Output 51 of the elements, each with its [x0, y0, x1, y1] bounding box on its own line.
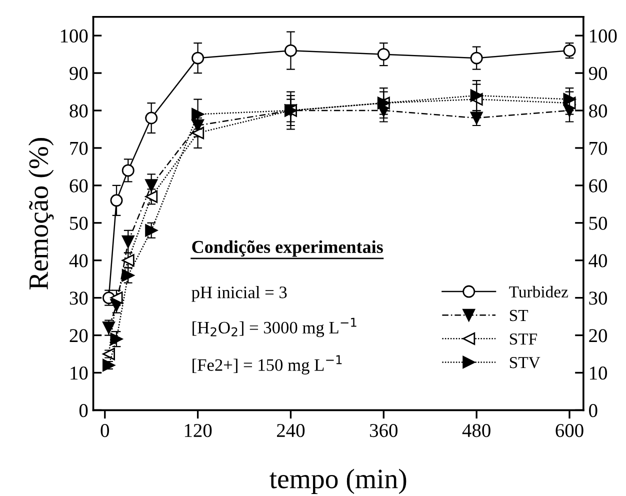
x-tick-label: 240 [277, 424, 305, 438]
annotation: [Fe2+] = 150 mg L$^{−1}$ [192, 355, 342, 374]
y2-tick-label: 90 [588, 66, 607, 80]
legend-label: Turbidez [509, 286, 568, 298]
y2-tick-label: 0 [589, 404, 598, 418]
point [122, 164, 134, 177]
point [470, 52, 483, 64]
y-axis-title: Remoção (%) [28, 138, 54, 290]
x-tick-label: 480 [462, 424, 490, 438]
y-tick-label: 20 [70, 329, 88, 342]
point [145, 112, 158, 124]
annotation: pH inicial = 3 [192, 286, 287, 302]
y2-tick-label: 100 [590, 29, 617, 43]
x-axis-title: tempo (min) [270, 468, 406, 494]
y2-tick-label: 50 [589, 216, 607, 230]
y2-tick-label: 70 [590, 142, 607, 155]
point [192, 126, 204, 140]
point [563, 93, 576, 106]
legend-label: STF [510, 333, 537, 345]
y-tick-label: 30 [70, 292, 88, 305]
legend-label: STV [510, 357, 540, 368]
point [145, 179, 158, 192]
y-tick-label: 10 [70, 366, 88, 380]
y-tick-label: 0 [79, 404, 88, 418]
y-tick-label: 40 [69, 254, 88, 268]
y2-tick-label: 30 [589, 292, 607, 305]
y-tick-label: 60 [70, 179, 88, 192]
point [284, 44, 297, 57]
y-tick-label: 90 [70, 66, 88, 80]
annotation: Condições experimentais [192, 240, 383, 257]
y-tick-label: 100 [60, 29, 88, 43]
y2-tick-label: 60 [589, 179, 607, 192]
y2-tick-label: 80 [589, 104, 607, 118]
y-tick-label: 70 [70, 142, 88, 155]
y-tick-label: 80 [70, 104, 88, 118]
y-tick-label: 50 [70, 216, 88, 230]
x-tick-label: 0 [100, 424, 110, 438]
point [377, 48, 390, 61]
x-tick-label: 360 [370, 424, 398, 438]
point [110, 194, 123, 207]
point [122, 235, 134, 248]
x-tick-label: 600 [556, 424, 584, 438]
y2-tick-label: 10 [590, 366, 607, 380]
point [470, 89, 483, 102]
annotation: [H$_{2}$O$_{2}$] = 3000 mg L$^{−1}$ [192, 318, 356, 338]
point [192, 52, 204, 64]
point [192, 108, 204, 121]
y2-tick-label: 20 [589, 329, 607, 342]
legend-label: ST [510, 310, 528, 322]
x-tick-label: 120 [184, 424, 212, 438]
y2-tick-label: 40 [588, 254, 607, 268]
